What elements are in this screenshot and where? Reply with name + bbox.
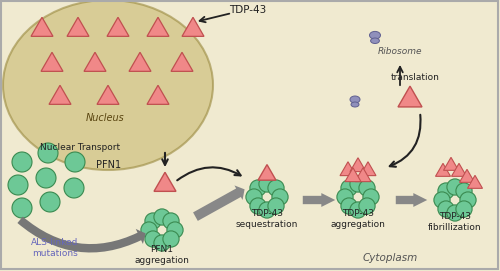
Circle shape: [350, 176, 366, 192]
Polygon shape: [182, 17, 204, 36]
Polygon shape: [460, 169, 474, 182]
Polygon shape: [355, 168, 371, 182]
Circle shape: [337, 189, 353, 205]
Circle shape: [259, 202, 275, 218]
Polygon shape: [84, 52, 106, 71]
Circle shape: [167, 222, 183, 238]
Polygon shape: [129, 52, 151, 71]
Polygon shape: [345, 168, 361, 182]
Circle shape: [145, 213, 161, 229]
Text: TDP-43: TDP-43: [230, 5, 266, 15]
Text: translation: translation: [390, 73, 440, 82]
Circle shape: [8, 175, 28, 195]
Circle shape: [250, 180, 266, 196]
Polygon shape: [171, 52, 193, 71]
Circle shape: [259, 176, 275, 192]
Circle shape: [447, 179, 463, 195]
Text: TDP-43
aggregation: TDP-43 aggregation: [330, 209, 386, 229]
Text: TDP-43
sequestration: TDP-43 sequestration: [236, 209, 298, 229]
Circle shape: [341, 198, 357, 214]
Polygon shape: [398, 86, 422, 107]
Circle shape: [64, 178, 84, 198]
Polygon shape: [147, 17, 169, 36]
Circle shape: [341, 180, 357, 196]
Polygon shape: [154, 172, 176, 191]
Polygon shape: [107, 17, 129, 36]
Text: TDP-43
fibrillization: TDP-43 fibrillization: [428, 212, 482, 232]
Polygon shape: [41, 52, 63, 71]
Polygon shape: [444, 157, 458, 170]
Polygon shape: [67, 17, 89, 36]
Circle shape: [163, 213, 179, 229]
Circle shape: [141, 222, 157, 238]
Circle shape: [363, 189, 379, 205]
Ellipse shape: [370, 31, 380, 39]
Circle shape: [65, 152, 85, 172]
Circle shape: [447, 205, 463, 221]
Polygon shape: [340, 162, 356, 176]
Text: Cytoplasm: Cytoplasm: [362, 253, 418, 263]
Text: Nucleus: Nucleus: [86, 113, 124, 123]
Circle shape: [145, 231, 161, 247]
Circle shape: [38, 143, 58, 163]
Text: ALS-linked
mutations: ALS-linked mutations: [32, 238, 78, 258]
Text: Ribosome: Ribosome: [378, 47, 422, 56]
Text: PFN1: PFN1: [96, 160, 121, 170]
Circle shape: [154, 209, 170, 225]
Polygon shape: [360, 162, 376, 176]
Polygon shape: [436, 163, 450, 176]
Circle shape: [438, 201, 454, 217]
Circle shape: [456, 183, 472, 199]
Polygon shape: [350, 158, 366, 172]
Polygon shape: [468, 175, 482, 188]
Circle shape: [434, 192, 450, 208]
Polygon shape: [258, 164, 276, 180]
Circle shape: [163, 231, 179, 247]
Circle shape: [268, 198, 284, 214]
Circle shape: [40, 192, 60, 212]
Circle shape: [268, 180, 284, 196]
Circle shape: [359, 198, 375, 214]
Polygon shape: [31, 17, 53, 36]
Ellipse shape: [3, 0, 213, 170]
Circle shape: [154, 235, 170, 251]
Polygon shape: [49, 85, 71, 104]
Circle shape: [12, 152, 32, 172]
Text: PFN1
aggregation: PFN1 aggregation: [134, 245, 190, 265]
Polygon shape: [97, 85, 119, 104]
Circle shape: [350, 202, 366, 218]
Circle shape: [250, 198, 266, 214]
Circle shape: [246, 189, 262, 205]
Polygon shape: [452, 163, 466, 176]
Circle shape: [36, 168, 56, 188]
Ellipse shape: [350, 96, 360, 103]
Text: Nuclear Transport: Nuclear Transport: [40, 144, 120, 153]
Polygon shape: [147, 85, 169, 104]
Circle shape: [438, 183, 454, 199]
Circle shape: [12, 198, 32, 218]
Circle shape: [460, 192, 476, 208]
Ellipse shape: [370, 38, 380, 44]
Circle shape: [359, 180, 375, 196]
Ellipse shape: [351, 102, 359, 107]
Circle shape: [456, 201, 472, 217]
Circle shape: [272, 189, 288, 205]
